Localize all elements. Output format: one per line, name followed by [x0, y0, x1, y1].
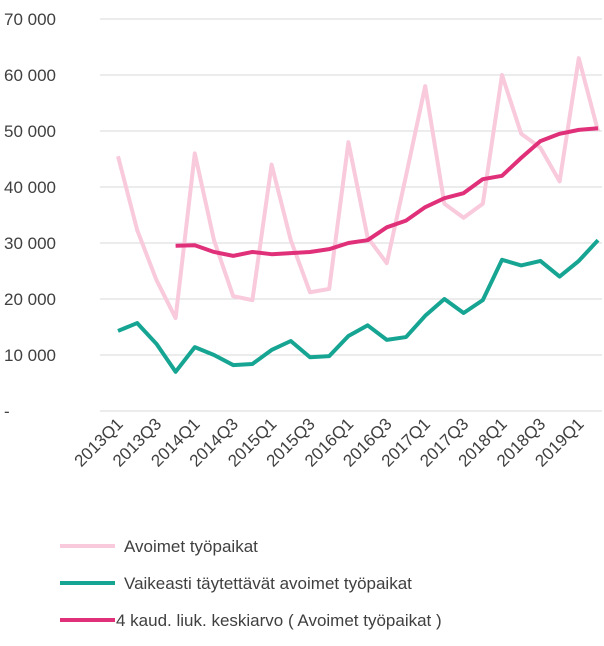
- series-line: [116, 56, 600, 321]
- series-line: [117, 238, 600, 374]
- y-tick-label: 60 000: [4, 66, 56, 85]
- y-tick-label: 50 000: [4, 122, 56, 141]
- legend-label: 4 kaud. liuk. keskiarvo ( Avoimet työpai…: [116, 611, 442, 630]
- legend-label: Avoimet työpaikat: [124, 537, 258, 556]
- y-tick-label: 30 000: [4, 234, 56, 253]
- y-tick-label: 70 000: [4, 10, 56, 29]
- y-tick-label: 40 000: [4, 178, 56, 197]
- series-line: [175, 126, 599, 258]
- y-tick-label: 20 000: [4, 290, 56, 309]
- y-tick-label: -: [4, 402, 10, 421]
- legend-label: Vaikeasti täytettävät avoimet työpaikat: [124, 574, 412, 593]
- y-tick-label: 10 000: [4, 346, 56, 365]
